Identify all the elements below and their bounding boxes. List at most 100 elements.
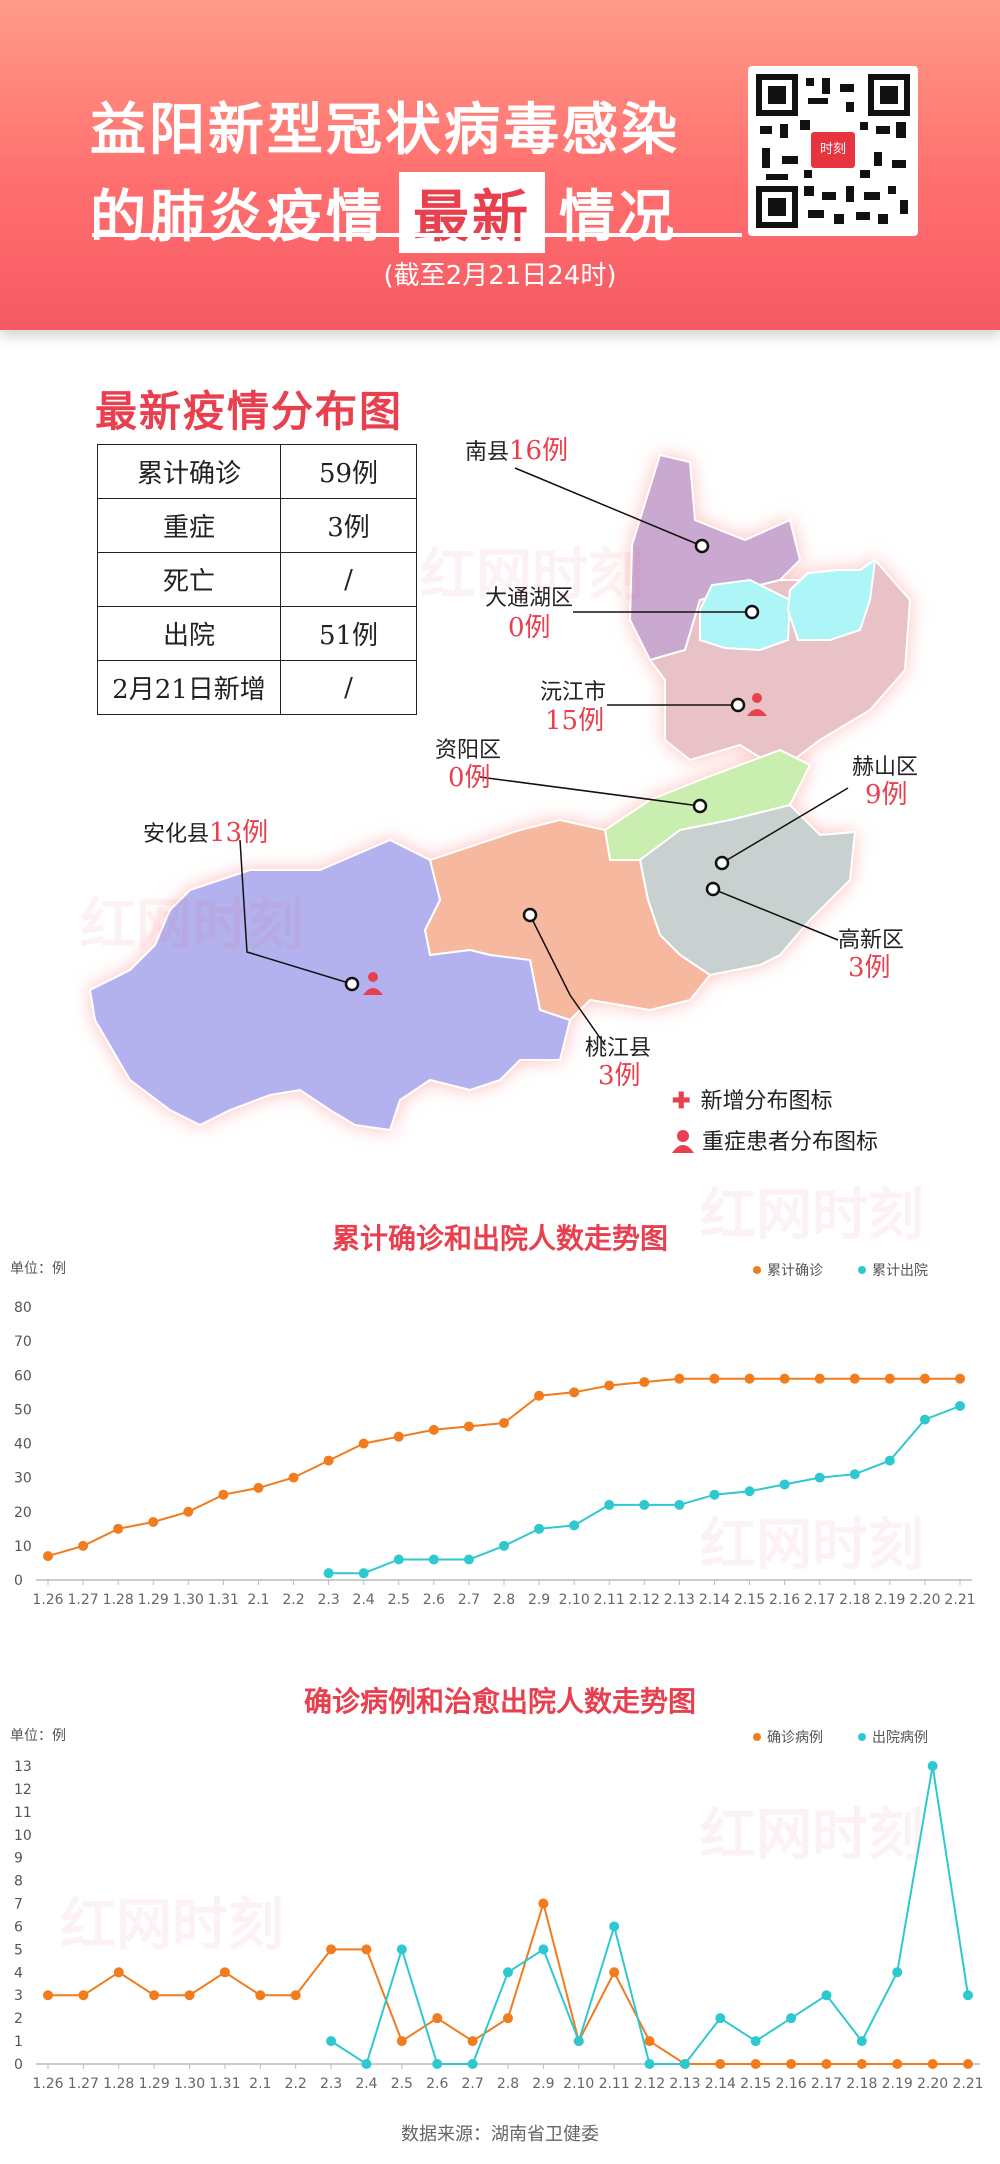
data-point: [149, 1990, 160, 2001]
y-tick-label: 0: [14, 2057, 23, 2073]
x-tick-label: 2.9: [532, 2076, 554, 2092]
yiyang-map: [88, 453, 912, 1132]
series-line: [48, 1899, 968, 2065]
data-point: [432, 2013, 443, 2024]
label-taojiang-count-wrap: 3例: [598, 1063, 641, 1089]
data-point: [534, 1390, 545, 1401]
data-point: [393, 1554, 404, 1565]
x-tick-label: 1.27: [68, 2076, 99, 2092]
y-tick-label: 80: [14, 1300, 32, 1316]
data-point: [750, 2036, 761, 2047]
y-tick-label: 6: [14, 1919, 23, 1935]
headline-underline: [92, 233, 742, 237]
x-tick-label: 2.16: [769, 1592, 800, 1608]
data-point: [955, 1373, 965, 1384]
data-point: [955, 1400, 965, 1411]
legend-severe: 重症患者分布图标: [672, 1124, 878, 1156]
data-point: [323, 1568, 334, 1579]
x-tick-label: 2.16: [775, 2076, 806, 2092]
data-point: [856, 2036, 867, 2047]
data-point: [750, 2059, 761, 2069]
headline-line2-pre: 的肺炎疫情: [90, 184, 385, 250]
label-heshan-count: 9例: [865, 780, 908, 810]
data-point: [927, 1761, 938, 1771]
data-point: [814, 1472, 825, 1483]
stats-row: 死亡 /: [97, 552, 417, 607]
data-point: [148, 1516, 159, 1527]
label-nanxian: 南县16例: [465, 438, 568, 464]
data-point: [892, 1967, 903, 1978]
data-point: [639, 1377, 650, 1388]
label-datonghu-count: 0例: [508, 613, 551, 643]
headline-highlight: 最新: [399, 172, 545, 253]
legend-marker: [858, 1266, 866, 1274]
watermark: 红网时刻: [700, 1512, 924, 1578]
data-point: [715, 2059, 726, 2069]
x-tick-label: 1.27: [67, 1592, 98, 1608]
data-point: [219, 1967, 230, 1978]
label-gaoxin: 高新区: [838, 930, 904, 952]
unit-label: 单位：例: [10, 1261, 66, 1277]
data-point: [358, 1568, 369, 1579]
y-tick-label: 1: [14, 2034, 23, 2050]
label-ziyang-count: 0例: [448, 763, 491, 793]
data-point: [709, 1373, 720, 1384]
legend-new-cases-label: 新增分布图标: [700, 1089, 833, 1114]
data-point: [467, 2059, 478, 2069]
x-tick-label: 2.20: [909, 1592, 940, 1608]
x-tick-label: 2.5: [388, 1592, 410, 1608]
data-point: [779, 1479, 790, 1490]
label-datonghu: 大通湖区: [485, 588, 573, 610]
data-point: [499, 1418, 509, 1429]
label-anhua: 安化县13例: [143, 820, 268, 846]
x-tick-label: 2.8: [493, 1592, 515, 1608]
x-tick-label: 1.30: [174, 2076, 205, 2092]
data-point: [503, 1967, 513, 1978]
data-point: [849, 1373, 860, 1384]
data-point: [715, 2013, 726, 2024]
data-point: [709, 1489, 720, 1500]
data-point: [361, 2059, 372, 2069]
unit-label: 单位：例: [10, 1728, 66, 1744]
y-tick-label: 9: [14, 1851, 23, 1867]
data-point: [538, 1944, 549, 1955]
map-section-title: 最新疫情分布图: [95, 387, 404, 436]
x-tick-label: 2.4: [353, 1592, 375, 1608]
label-heshan-name: 赫山区: [852, 755, 919, 780]
qr-code-icon: [756, 74, 910, 228]
data-point: [884, 1455, 895, 1466]
data-point: [183, 1506, 194, 1517]
data-point: [255, 1990, 266, 2001]
x-tick-label: 1.29: [138, 1592, 169, 1608]
x-tick-label: 2.9: [528, 1592, 550, 1608]
data-point: [361, 1944, 372, 1955]
legend-marker: [753, 1733, 761, 1741]
x-tick-label: 2.13: [669, 2076, 700, 2092]
x-tick-label: 2.19: [874, 1592, 905, 1608]
x-tick-label: 1.28: [103, 2076, 134, 2092]
data-point: [253, 1482, 264, 1493]
x-tick-label: 2.3: [320, 2076, 342, 2092]
x-tick-label: 1.30: [173, 1592, 204, 1608]
label-heshan-count-wrap: 9例: [865, 782, 908, 808]
data-point: [609, 1967, 620, 1978]
data-source: 数据来源：湖南省卫健委: [401, 2124, 599, 2145]
data-point: [290, 1990, 301, 2001]
x-tick-label: 1.31: [208, 1592, 239, 1608]
data-point: [744, 1373, 755, 1384]
data-point: [779, 1373, 790, 1384]
x-tick-label: 2.10: [559, 1592, 590, 1608]
data-point: [43, 1551, 53, 1562]
label-taojiang-name: 桃江县: [585, 1036, 652, 1061]
y-tick-label: 60: [14, 1368, 32, 1384]
y-tick-label: 11: [14, 1805, 32, 1821]
legend-label: 出院病例: [872, 1730, 928, 1746]
chart2-title: 确诊病例和治愈出院人数走势图: [303, 1685, 696, 1718]
x-tick-label: 2.7: [461, 2076, 483, 2092]
y-tick-label: 20: [14, 1505, 32, 1521]
y-tick-label: 0: [14, 1573, 23, 1589]
stats-value: 3例: [280, 498, 417, 553]
data-point: [744, 1486, 755, 1497]
watermark: 红网时刻: [80, 892, 304, 958]
x-tick-label: 2.12: [629, 1592, 660, 1608]
